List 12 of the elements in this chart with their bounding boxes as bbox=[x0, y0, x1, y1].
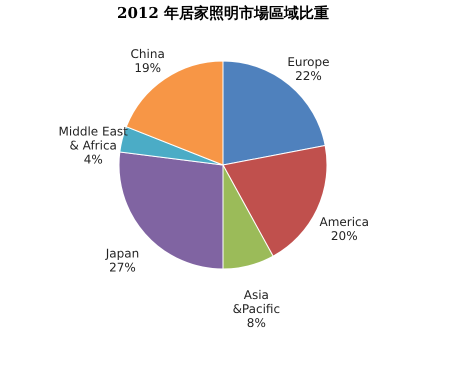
data-label: 20% bbox=[330, 229, 358, 244]
slice-label: America bbox=[319, 215, 369, 230]
data-label: 19% bbox=[134, 61, 162, 76]
slice-label: Japan bbox=[104, 246, 140, 261]
data-label: 22% bbox=[295, 68, 322, 83]
data-label: 4% bbox=[84, 152, 103, 167]
data-label: 8% bbox=[246, 316, 266, 330]
data-label: 27% bbox=[109, 260, 136, 275]
slice-label: Europe bbox=[287, 54, 330, 69]
chart-title: 2012 年居家照明市場區域比重 bbox=[117, 4, 329, 22]
slice-label: Asia &Pacific bbox=[232, 288, 280, 316]
slice-label: China bbox=[130, 47, 165, 62]
